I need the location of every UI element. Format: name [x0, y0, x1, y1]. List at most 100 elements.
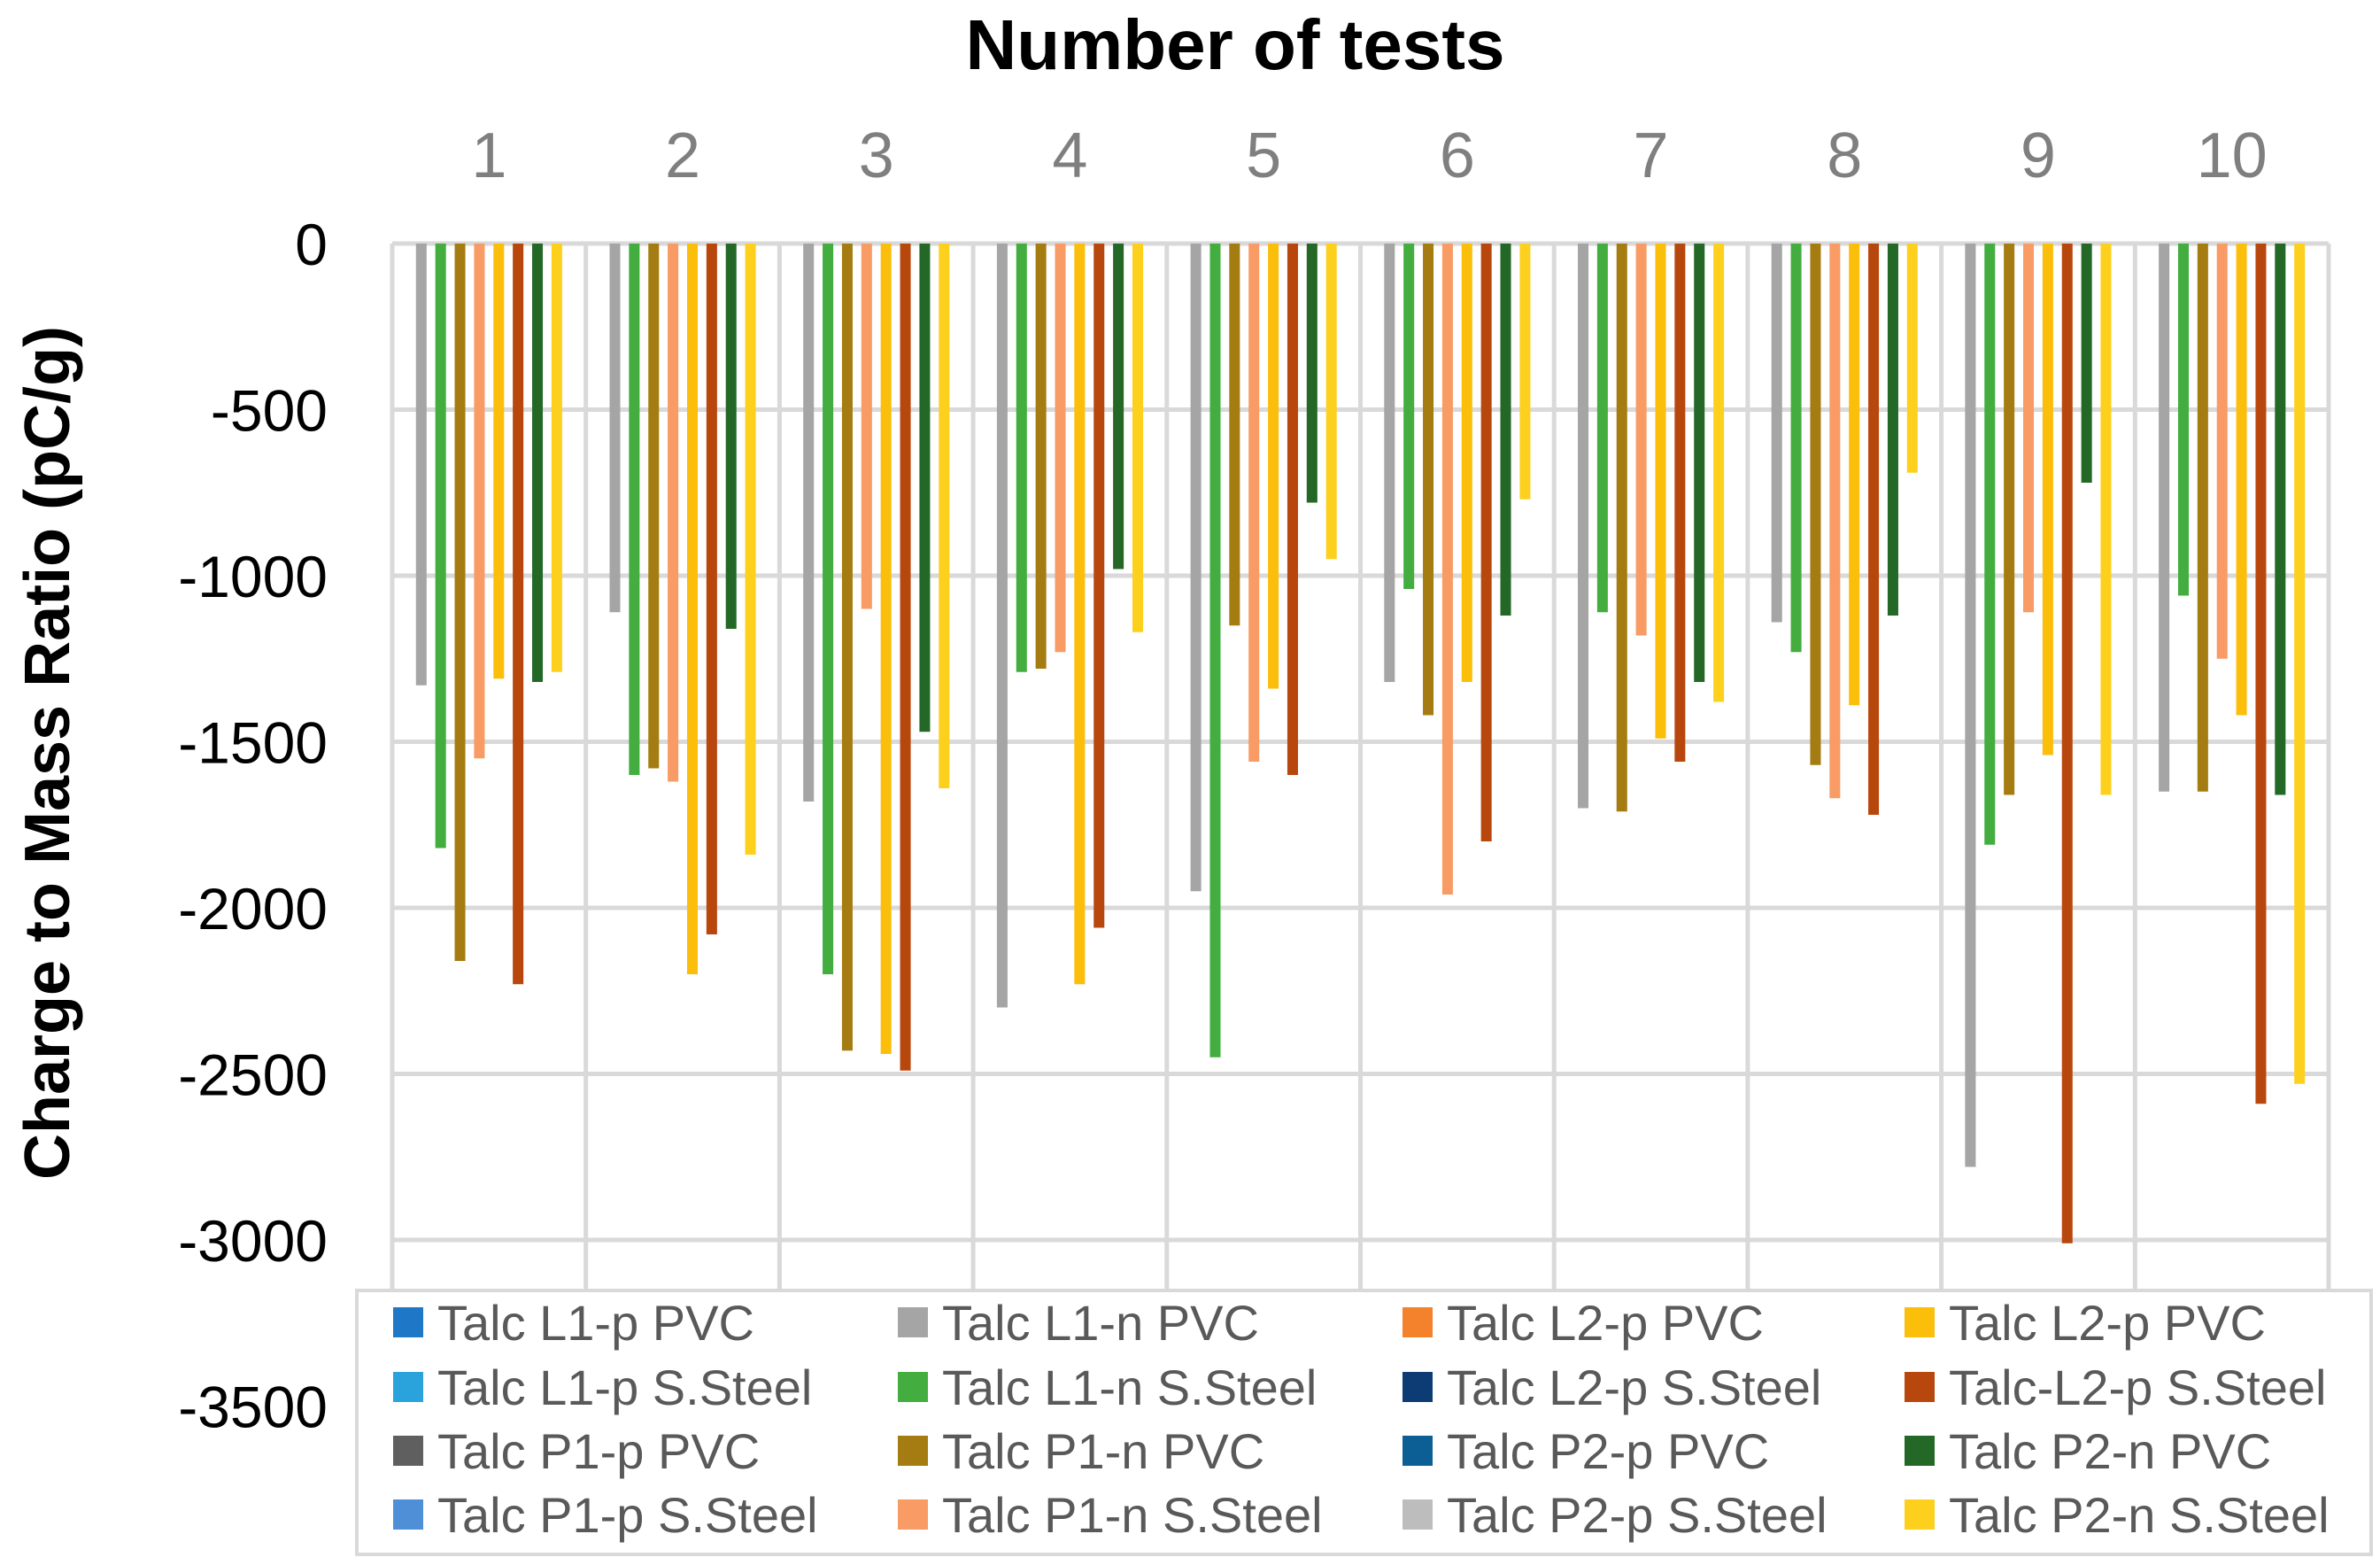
- bar-talc-p2-n-pvc-test-10: [2275, 244, 2286, 795]
- legend-swatch: [898, 1307, 928, 1337]
- bar-talc-p1-n-s-steel-test-9: [2023, 244, 2035, 613]
- bar-talc-p2-n-s-steel-test-10: [2294, 244, 2306, 1084]
- legend-swatch: [1905, 1372, 1935, 1402]
- bar-talc-p1-n-pvc-test-9: [2004, 244, 2015, 795]
- legend-label: Talc P1-n S.Steel: [942, 1487, 1323, 1543]
- legend-swatch: [1402, 1499, 1433, 1530]
- y-axis-label: Charge to Mass Ratio (pC/g): [12, 326, 83, 1180]
- legend-swatch: [1402, 1436, 1433, 1466]
- bar-talc-l1-n-pvc-test-2: [609, 244, 621, 613]
- bar-talc-p1-n-pvc-test-4: [1035, 244, 1047, 669]
- bar-talc-l1-n-s-steel-test-4: [1016, 244, 1027, 672]
- bar-talc-l2-p-s-steel-test-9: [2061, 244, 2073, 1243]
- bar-talc-l2-p-s-steel-test-10: [2255, 244, 2267, 1104]
- legend-label: Talc P2-p S.Steel: [1447, 1487, 1828, 1543]
- bar-talc-l1-n-s-steel-test-2: [629, 244, 640, 775]
- y-tick-label: -1500: [178, 710, 328, 776]
- bar-talc-p1-n-pvc-test-3: [841, 244, 853, 1051]
- bar-talc-l2-p-s-steel-test-1: [513, 244, 524, 985]
- bar-talc-p1-n-pvc-test-6: [1423, 244, 1434, 716]
- bar-talc-p2-n-s-steel-test-8: [1906, 244, 1918, 473]
- legend-swatch: [1905, 1499, 1935, 1530]
- bar-talc-l2-p-pvc-test-2: [686, 244, 698, 974]
- legend-swatch: [898, 1372, 928, 1402]
- y-tick-labels: 0 -500 -1000 -1500 -2000 -2500 -3000 -3500: [178, 212, 328, 1440]
- legend-label: Talc P2-n S.Steel: [1949, 1487, 2330, 1543]
- bar-talc-p1-n-s-steel-test-6: [1441, 244, 1453, 895]
- legend-swatch: [393, 1499, 423, 1530]
- legend-swatch: [393, 1307, 423, 1337]
- y-tick-label: -3500: [178, 1375, 328, 1440]
- bar-talc-l1-n-s-steel-test-1: [435, 244, 446, 848]
- bar-talc-l1-n-pvc-test-4: [996, 244, 1008, 1008]
- bar-talc-p2-n-s-steel-test-1: [551, 244, 562, 672]
- bar-talc-p2-n-s-steel-test-5: [1325, 244, 1337, 560]
- category-label-7: 7: [1634, 120, 1669, 191]
- bar-talc-p1-n-pvc-test-7: [1616, 244, 1627, 812]
- bar-talc-p2-n-s-steel-test-2: [745, 244, 756, 855]
- category-label-2: 2: [665, 120, 700, 191]
- legend-label: Talc L1-p PVC: [437, 1295, 754, 1351]
- bar-talc-l1-n-s-steel-test-10: [2177, 244, 2189, 596]
- category-label-8: 8: [1827, 120, 1862, 191]
- bar-talc-p2-n-s-steel-test-7: [1713, 244, 1725, 702]
- bar-talc-l2-p-pvc-test-7: [1655, 244, 1666, 739]
- bar-talc-p1-n-s-steel-test-5: [1248, 244, 1260, 762]
- bar-talc-p1-n-pvc-test-1: [454, 244, 466, 961]
- bar-talc-l2-p-pvc-test-6: [1461, 244, 1472, 682]
- bar-talc-l1-n-pvc-test-8: [1771, 244, 1782, 623]
- legend-label: Talc L1-n PVC: [942, 1295, 1259, 1351]
- bar-talc-l2-p-pvc-test-3: [880, 244, 892, 1054]
- legend-swatch: [1402, 1307, 1433, 1337]
- bar-talc-l1-n-pvc-test-5: [1190, 244, 1202, 892]
- legend-label: Talc L2-p S.Steel: [1447, 1360, 1821, 1415]
- bar-talc-p1-n-pvc-test-2: [648, 244, 660, 769]
- bar-talc-l1-n-s-steel-test-8: [1790, 244, 1802, 653]
- bar-talc-p2-n-s-steel-test-9: [2100, 244, 2112, 795]
- bar-talc-p2-n-pvc-test-8: [1887, 244, 1898, 616]
- chart-legend: Talc L1-p PVC Talc L1-n PVC Talc L2-p PVC T…: [355, 1289, 2373, 1556]
- legend-label: Talc P1-p S.Steel: [437, 1487, 818, 1543]
- bar-talc-l1-n-s-steel-test-7: [1596, 244, 1608, 613]
- bar-talc-l1-n-pvc-test-9: [1965, 244, 1976, 1167]
- bar-talc-l2-p-pvc-test-4: [1074, 244, 1086, 985]
- legend-label: Talc P1-p PVC: [437, 1423, 760, 1479]
- bar-talc-l1-n-s-steel-test-3: [823, 244, 834, 974]
- bar-talc-l1-n-s-steel-test-6: [1403, 244, 1415, 589]
- bar-talc-p1-n-s-steel-test-7: [1635, 244, 1647, 636]
- bar-talc-l1-n-pvc-test-6: [1384, 244, 1395, 682]
- legend-label: Talc L2-p PVC: [1949, 1295, 2266, 1351]
- bar-talc-l1-n-pvc-test-7: [1577, 244, 1589, 809]
- category-label-6: 6: [1440, 120, 1475, 191]
- legend-label: Talc L1-p S.Steel: [437, 1360, 812, 1415]
- bar-talc-p1-n-s-steel-test-8: [1829, 244, 1841, 799]
- bar-talc-p1-n-s-steel-test-1: [474, 244, 485, 759]
- y-tick-label: -3000: [178, 1208, 328, 1274]
- bar-talc-l2-p-pvc-test-9: [2042, 244, 2053, 755]
- legend-label: Talc L2-p PVC: [1447, 1295, 1764, 1351]
- bar-talc-l2-p-pvc-test-5: [1268, 244, 1279, 689]
- bar-talc-l2-p-pvc-test-10: [2236, 244, 2247, 716]
- legend-label: Talc P2-p PVC: [1447, 1423, 1769, 1479]
- bar-talc-l2-p-pvc-test-1: [493, 244, 505, 679]
- legend-swatch: [1402, 1372, 1433, 1402]
- chart-bars: [415, 244, 2306, 1243]
- bar-talc-l2-p-s-steel-test-4: [1093, 244, 1105, 928]
- bar-talc-p1-n-s-steel-test-3: [861, 244, 872, 609]
- bar-talc-l1-n-s-steel-test-9: [1984, 244, 1996, 845]
- y-tick-label: -1000: [178, 544, 328, 609]
- legend-swatch: [898, 1499, 928, 1530]
- chart-grid: [390, 241, 2331, 1293]
- legend-box: [355, 1289, 2373, 1556]
- category-labels: 1 2 3 4 5 6 7 8 9 10: [471, 120, 2267, 191]
- y-tick-label: 0: [295, 212, 328, 277]
- bar-talc-l1-n-pvc-test-1: [415, 244, 427, 686]
- bar-talc-p1-n-s-steel-test-10: [2216, 244, 2228, 659]
- bar-talc-p1-n-pvc-test-5: [1229, 244, 1240, 626]
- bar-talc-p1-n-s-steel-test-4: [1055, 244, 1066, 653]
- bar-talc-p2-n-pvc-test-6: [1500, 244, 1511, 616]
- bar-talc-p2-n-pvc-test-7: [1694, 244, 1705, 682]
- bar-talc-p2-n-pvc-test-2: [725, 244, 737, 629]
- legend-swatch: [1905, 1436, 1935, 1466]
